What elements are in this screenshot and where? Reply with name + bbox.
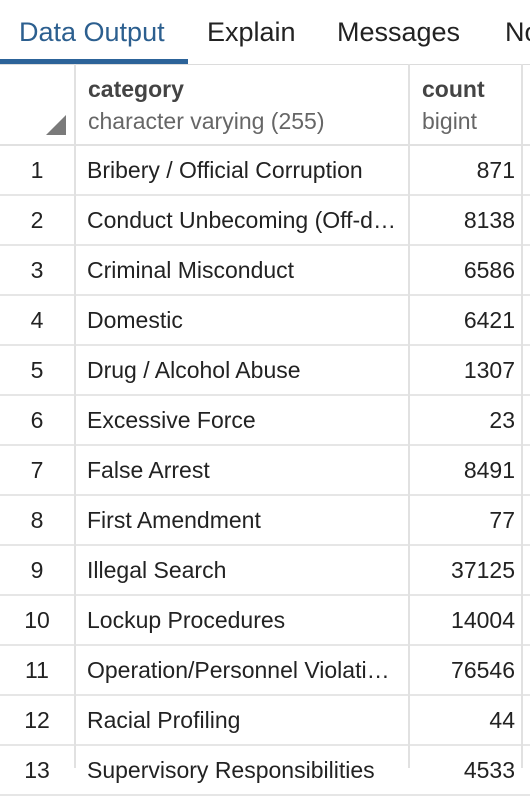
count-cell[interactable]: 1307 bbox=[463, 357, 515, 383]
active-tab-indicator bbox=[0, 59, 188, 64]
row-number: 1 bbox=[30, 157, 44, 183]
category-cell[interactable]: Lockup Procedures bbox=[87, 607, 286, 633]
tab-messages[interactable]: Messages bbox=[337, 17, 461, 47]
column-divider bbox=[521, 64, 523, 768]
count-cell[interactable]: 77 bbox=[489, 507, 515, 533]
sort-corner-icon bbox=[46, 115, 66, 135]
table-row[interactable]: 4 Domestic 6421 bbox=[0, 296, 530, 346]
table-row[interactable]: 3 Criminal Misconduct 6586 bbox=[0, 246, 530, 296]
result-tabs: Data Output Explain Messages Notificatio… bbox=[0, 0, 530, 65]
table-row[interactable]: 11 Operation/Personnel Violations 76546 bbox=[0, 646, 530, 696]
row-number-header[interactable] bbox=[0, 64, 74, 144]
header-divider bbox=[0, 144, 530, 146]
category-cell[interactable]: Criminal Misconduct bbox=[87, 257, 295, 283]
row-number: 4 bbox=[30, 307, 44, 333]
category-cell[interactable]: Conduct Unbecoming (Off-duty) bbox=[87, 207, 399, 233]
row-number: 2 bbox=[30, 207, 44, 233]
column-divider bbox=[74, 64, 76, 768]
column-name: count bbox=[422, 76, 485, 102]
row-number: 5 bbox=[30, 357, 44, 383]
column-header-count[interactable]: count bigint bbox=[410, 64, 520, 144]
count-cell[interactable]: 8138 bbox=[463, 207, 515, 233]
row-number: 10 bbox=[24, 607, 50, 633]
category-cell[interactable]: Racial Profiling bbox=[87, 707, 241, 733]
category-cell[interactable]: Supervisory Responsibilities bbox=[87, 757, 375, 783]
row-number: 11 bbox=[25, 657, 49, 683]
table-row[interactable]: 9 Illegal Search 37125 bbox=[0, 546, 530, 596]
table-row[interactable]: 12 Racial Profiling 44 bbox=[0, 696, 530, 746]
count-cell[interactable]: 871 bbox=[476, 157, 515, 183]
column-type: character varying (255) bbox=[88, 108, 325, 134]
count-cell[interactable]: 14004 bbox=[451, 607, 515, 633]
tab-explain[interactable]: Explain bbox=[207, 17, 296, 47]
table-row[interactable]: 1 Bribery / Official Corruption 871 bbox=[0, 146, 530, 196]
count-cell[interactable]: 4533 bbox=[463, 757, 515, 783]
grid-header: category character varying (255) count b… bbox=[0, 64, 530, 146]
table-row[interactable]: 13 Supervisory Responsibilities 4533 bbox=[0, 746, 530, 796]
category-cell[interactable]: Domestic bbox=[87, 307, 183, 333]
count-cell[interactable]: 37125 bbox=[451, 557, 515, 583]
category-cell[interactable]: Operation/Personnel Violations bbox=[87, 657, 399, 683]
count-cell[interactable]: 23 bbox=[489, 407, 515, 433]
category-cell[interactable]: Drug / Alcohol Abuse bbox=[87, 357, 301, 383]
count-cell[interactable]: 6586 bbox=[463, 257, 515, 283]
row-number: 13 bbox=[24, 757, 50, 783]
table-row[interactable]: 8 First Amendment 77 bbox=[0, 496, 530, 546]
column-name: category bbox=[88, 76, 184, 102]
count-cell[interactable]: 8491 bbox=[463, 457, 515, 483]
column-header-category[interactable]: category character varying (255) bbox=[76, 64, 408, 144]
table-row[interactable]: 5 Drug / Alcohol Abuse 1307 bbox=[0, 346, 530, 396]
count-cell[interactable]: 6421 bbox=[463, 307, 515, 333]
count-cell[interactable]: 76546 bbox=[451, 657, 515, 683]
table-row[interactable]: 2 Conduct Unbecoming (Off-duty) 8138 bbox=[0, 196, 530, 246]
count-cell[interactable]: 44 bbox=[489, 707, 515, 733]
row-number: 8 bbox=[30, 507, 44, 533]
row-number: 12 bbox=[24, 707, 50, 733]
table-row[interactable]: 10 Lockup Procedures 14004 bbox=[0, 596, 530, 646]
category-cell[interactable]: First Amendment bbox=[87, 507, 261, 533]
column-divider bbox=[408, 64, 410, 768]
table-row[interactable]: 6 Excessive Force 23 bbox=[0, 396, 530, 446]
category-cell[interactable]: Excessive Force bbox=[87, 407, 256, 433]
category-cell[interactable]: Illegal Search bbox=[87, 557, 227, 583]
category-cell[interactable]: False Arrest bbox=[87, 457, 210, 483]
category-cell[interactable]: Bribery / Official Corruption bbox=[87, 157, 363, 183]
row-number: 3 bbox=[30, 257, 44, 283]
row-number: 9 bbox=[30, 557, 44, 583]
row-number: 7 bbox=[30, 457, 44, 483]
table-row[interactable]: 7 False Arrest 8491 bbox=[0, 446, 530, 496]
tab-notifications[interactable]: Notifications bbox=[505, 17, 530, 47]
row-number: 6 bbox=[30, 407, 44, 433]
column-type: bigint bbox=[422, 108, 477, 134]
tab-data-output[interactable]: Data Output bbox=[19, 17, 165, 47]
